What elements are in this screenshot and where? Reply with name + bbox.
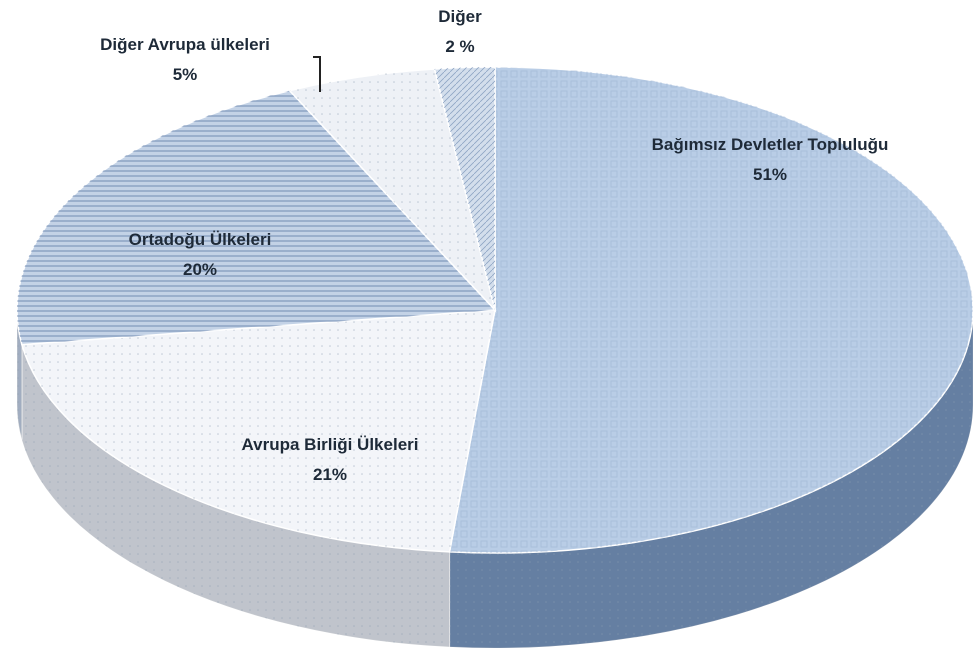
slice-label: Diğer Avrupa ülkeleri 5% [40,30,330,90]
pie-tops [16,66,974,554]
value-label: 5% [172,65,198,84]
value-label: 21% [312,465,348,484]
value-label: 20% [182,260,218,279]
category-label: Diğer Avrupa ülkeleri [100,35,270,54]
slice-texture [434,67,495,310]
leader-line [313,56,321,92]
slice-label: Avrupa Birliği Ülkeleri 21% [230,430,430,490]
pie-sides [16,309,974,649]
slice-texture [21,310,495,552]
slice-side-texture [21,344,450,647]
category-label: Bağımsız Devletler Topluluğu [651,135,889,154]
category-label: Ortadoğu Ülkeleri [128,230,272,249]
category-label: Avrupa Birliği Ülkeleri [241,435,419,454]
value-label: 2 % [445,37,475,56]
slice-texture [17,90,495,345]
slice-texture [289,68,495,310]
value-label: 51% [752,165,788,184]
category-label: Diğer [438,7,482,26]
slice-label: Ortadoğu Ülkeleri 20% [80,225,320,285]
slice-label: Bağımsız Devletler Topluluğu 51% [640,130,900,190]
slice-side-texture [449,310,973,648]
slice-label: Diğer 2 % [400,2,520,62]
slice-texture [449,67,974,553]
